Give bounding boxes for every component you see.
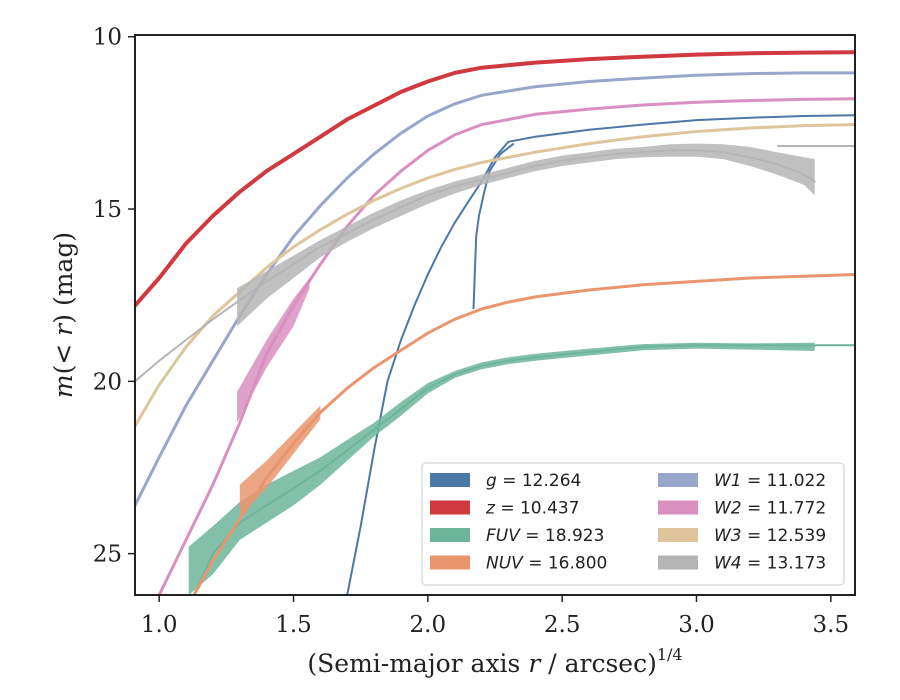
legend-swatch: [430, 500, 470, 515]
legend-box: [421, 462, 845, 586]
x-tick-label: 3.0: [678, 612, 715, 638]
x-axis-label-var: r: [528, 649, 542, 678]
series-7: [135, 143, 855, 383]
series-line-2: [193, 344, 816, 595]
legend-entry: W3 = 12.539: [714, 526, 826, 546]
series-0: [346, 114, 855, 595]
x-tick-label: 2.5: [544, 612, 581, 638]
legend-entry-value: = 16.800: [523, 554, 608, 574]
legend-entry-value: = 18.923: [520, 526, 605, 546]
x-tick-label: 1.0: [141, 612, 178, 638]
series-band-2: [188, 342, 815, 595]
x-axis-label-exponent: 1/4: [657, 645, 683, 664]
series-line-1: [135, 50, 855, 308]
series-line-3: [192, 273, 855, 595]
legend-swatch: [658, 528, 698, 542]
series-6: [135, 123, 855, 428]
legend-entry: W2 = 11.772: [714, 499, 826, 519]
series-line-0: [346, 114, 855, 595]
series-layer: [135, 50, 855, 595]
y-axis-label-main: m: [49, 374, 78, 398]
x-axis-label-main: (Semi-major axis: [307, 649, 528, 678]
series-3: [192, 273, 855, 595]
x-axis-label-tail: / arcsec): [540, 649, 657, 678]
legend-entry-var: FUV: [486, 526, 521, 546]
legend-entry-var: NUV: [486, 554, 524, 574]
legend-entry-var: z: [485, 499, 496, 519]
x-tick-label: 1.5: [275, 612, 312, 638]
legend-entry-var: W1: [714, 471, 742, 491]
series-extra-line-0: [472, 142, 515, 310]
legend-swatch: [430, 555, 470, 570]
legend-swatch: [430, 528, 470, 542]
x-axis-label: (Semi-major axis r / arcsec)1/4: [307, 645, 682, 678]
plot-frame: [134, 34, 856, 596]
series-1: [135, 50, 855, 308]
series-line-5: [157, 97, 855, 595]
legend-entry: W4 = 13.173: [714, 554, 826, 574]
y-axis-label-inner: (<: [49, 336, 78, 375]
legend-entry: W1 = 11.022: [714, 471, 826, 491]
legend-entry-value: = 11.772: [742, 499, 827, 519]
legend-entry-value: = 12.264: [497, 471, 582, 491]
y-tick-label: 20: [93, 369, 122, 395]
legend-swatch: [430, 473, 470, 487]
legend-swatch: [658, 555, 698, 570]
legend-swatch: [658, 500, 698, 515]
legend-entry: FUV = 18.923: [486, 526, 604, 546]
series-4: [135, 71, 855, 507]
series-5: [157, 97, 855, 595]
y-tick-label: 10: [93, 25, 122, 51]
series-2: [188, 342, 855, 595]
legend-entry-var: W4: [714, 554, 742, 574]
legend-entry: z = 10.437: [485, 499, 579, 519]
x-tick-label: 2.0: [410, 612, 447, 638]
y-tick-label: 15: [93, 197, 122, 223]
legend-swatch: [658, 473, 698, 487]
x-tick-label: 3.5: [813, 612, 850, 638]
legend-entry: NUV = 16.800: [486, 554, 607, 574]
y-tick-label: 25: [93, 542, 122, 568]
legend-entry-value: = 10.437: [495, 499, 580, 519]
y-axis-label-tail: ) (mag): [49, 232, 78, 324]
legend-entry-value: = 13.173: [742, 554, 827, 574]
legend-entry-var: W2: [714, 499, 742, 519]
legend-entry: g = 12.264: [486, 471, 581, 491]
legend-entry-value: = 11.022: [742, 471, 827, 491]
legend-entry-value: = 12.539: [742, 526, 827, 546]
series-band-7: [237, 143, 815, 327]
legend-entry-var: W3: [714, 526, 742, 546]
series-line-4: [135, 71, 855, 507]
series-line-7: [135, 149, 816, 383]
x-axis-ticks: 1.0 1.5 2.0 2.5 3.0 3.5: [141, 595, 849, 638]
y-axis-label-var: r: [49, 322, 78, 336]
y-axis-label: m(< r) (mag): [49, 232, 78, 398]
series-line-6: [135, 123, 855, 428]
y-axis-ticks: 10 15 20 25: [93, 25, 135, 568]
legend-entry-var: g: [486, 471, 497, 491]
